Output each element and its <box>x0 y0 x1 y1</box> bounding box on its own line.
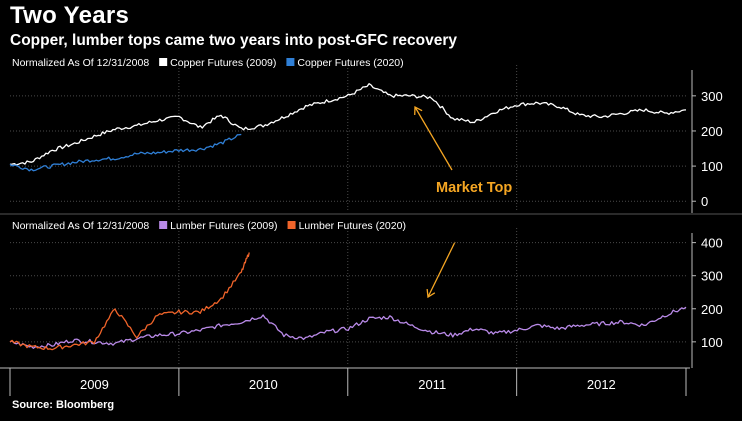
lumber-series-line <box>9 252 250 351</box>
copper-legend-prefix: Normalized As Of 12/31/2008 <box>12 57 149 69</box>
chart-subtitle: Copper, lumber tops came two years into … <box>10 32 458 49</box>
market-top-annotation: Market Top <box>436 180 512 196</box>
copper-series-line <box>9 83 687 166</box>
copper-y-tick-label: 300 <box>701 89 723 104</box>
lumber-y-tick-label: 100 <box>701 335 723 350</box>
lumber-legend-label: Lumber Futures (2009) <box>170 220 277 232</box>
copper-legend-swatch <box>159 58 168 66</box>
lumber-y-tick-label: 400 <box>701 236 723 251</box>
x-tick-label: 2009 <box>80 377 109 392</box>
chart-title: Two Years <box>10 2 130 29</box>
copper-legend-label: Copper Futures (2009) <box>170 57 276 69</box>
copper-legend-swatch <box>286 58 295 66</box>
lumber-legend-swatch <box>287 221 296 229</box>
lumber-panel: 100 200 300 400 Normalized As Of 12/31/2008 L… <box>9 220 723 368</box>
lumber-legend-swatch <box>159 221 168 229</box>
annotation-arrow-lumber-head <box>426 288 436 299</box>
lumber-y-tick-label: 300 <box>701 269 723 284</box>
copper-y-tick-label: 0 <box>701 194 708 209</box>
annotation-arrow-copper <box>414 106 453 171</box>
date-axis: 2009 2010 2011 2012 <box>0 367 690 396</box>
source-note: Source: Bloomberg <box>12 399 115 411</box>
copper-series-line <box>9 133 242 172</box>
lumber-legend-prefix: Normalized As Of 12/31/2008 <box>12 220 149 232</box>
annotation-arrow-copper-head <box>414 105 423 116</box>
copper-y-tick-label: 100 <box>701 159 723 174</box>
lumber-series-line <box>9 306 687 349</box>
lumber-y-tick-label: 200 <box>701 302 723 317</box>
annotation-arrow-lumber <box>427 241 456 298</box>
copper-panel: 0 100 200 300 Normalized As Of 12/31/2008 Cop… <box>0 57 742 299</box>
copper-legend-label: Copper Futures (2020) <box>297 57 403 69</box>
x-tick-label: 2010 <box>249 377 278 392</box>
x-tick-label: 2011 <box>418 377 446 392</box>
x-tick-label: 2012 <box>587 377 616 392</box>
copper-y-tick-label: 200 <box>701 124 723 139</box>
lumber-legend-label: Lumber Futures (2020) <box>299 220 406 232</box>
